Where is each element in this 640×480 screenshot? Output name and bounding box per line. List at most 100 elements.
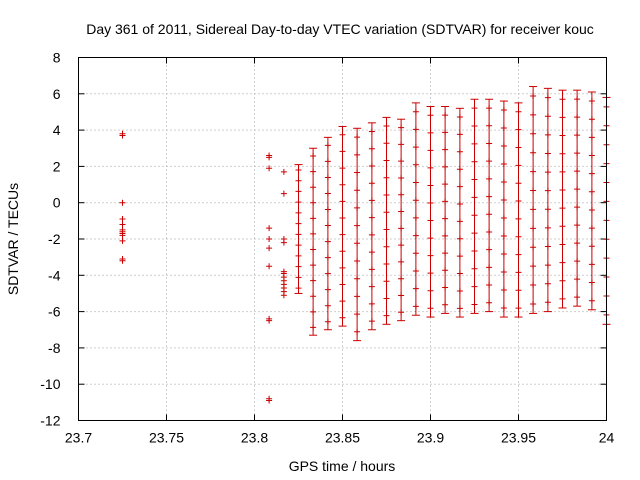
error-bar-point bbox=[515, 269, 522, 276]
error-bar-point bbox=[295, 199, 302, 206]
error-bar-point bbox=[412, 267, 419, 274]
error-bar-point bbox=[544, 262, 551, 269]
error-bar-point bbox=[544, 224, 551, 231]
data-point bbox=[266, 225, 273, 232]
error-bar-point bbox=[559, 295, 566, 302]
error-bar-point bbox=[339, 314, 346, 321]
data-point bbox=[119, 232, 126, 239]
error-bar-point bbox=[412, 161, 419, 168]
error-bar-point bbox=[588, 297, 595, 304]
data-point bbox=[280, 190, 287, 197]
error-bar-point bbox=[427, 235, 434, 242]
error-bar-point bbox=[442, 146, 449, 153]
error-bar-point bbox=[427, 252, 434, 259]
data-point bbox=[119, 257, 126, 264]
x-axis-label: GPS time / hours bbox=[289, 458, 396, 474]
error-bar-point bbox=[383, 278, 390, 285]
error-bar-point bbox=[398, 191, 405, 198]
error-bar-point bbox=[530, 244, 537, 251]
error-bar-point bbox=[471, 176, 478, 183]
error-bar-point bbox=[412, 108, 419, 115]
error-bar-point bbox=[486, 140, 493, 147]
error-bar-point bbox=[339, 264, 346, 271]
error-bar-point bbox=[324, 302, 331, 309]
error-bar-point bbox=[544, 94, 551, 101]
error-bar-point bbox=[544, 243, 551, 250]
error-bar-point bbox=[324, 142, 331, 149]
data-point bbox=[280, 292, 287, 299]
error-bar-point bbox=[324, 174, 331, 181]
error-bar-point bbox=[559, 223, 566, 230]
error-bar-point bbox=[354, 151, 361, 158]
error-bar-point bbox=[588, 98, 595, 105]
error-bar-point bbox=[574, 186, 581, 193]
error-bar-point bbox=[471, 283, 478, 290]
error-bar-point bbox=[530, 111, 537, 118]
error-bar-point bbox=[398, 292, 405, 299]
error-bar-point bbox=[559, 168, 566, 175]
error-bar-point bbox=[530, 263, 537, 270]
error-bar-point bbox=[456, 270, 463, 277]
error-bar-point bbox=[295, 177, 302, 184]
error-bar-point bbox=[530, 206, 537, 213]
data-point bbox=[119, 237, 126, 244]
error-bar-point bbox=[456, 148, 463, 155]
error-bar-point bbox=[559, 96, 566, 103]
y-tick-label: -6 bbox=[48, 304, 61, 320]
x-tick-label: 23.75 bbox=[149, 430, 184, 446]
error-bar-point bbox=[515, 144, 522, 151]
error-bar-point bbox=[574, 114, 581, 121]
error-bar-point bbox=[368, 266, 375, 273]
error-bar-point bbox=[486, 228, 493, 235]
error-bar-point bbox=[456, 131, 463, 138]
error-bar-point bbox=[383, 226, 390, 233]
error-bar-point bbox=[515, 198, 522, 205]
error-bar-point bbox=[486, 211, 493, 218]
error-bar-point bbox=[324, 206, 331, 213]
x-tick-label: 23.9 bbox=[417, 430, 444, 446]
error-bar-point bbox=[310, 153, 317, 160]
data-point bbox=[119, 221, 126, 228]
error-bar-point bbox=[456, 114, 463, 121]
y-tick-label: 4 bbox=[53, 122, 61, 138]
error-bar-point bbox=[398, 309, 405, 316]
error-bar-point bbox=[427, 147, 434, 154]
error-bar-point bbox=[383, 312, 390, 319]
error-bar-point bbox=[544, 169, 551, 176]
error-bar-point bbox=[442, 181, 449, 188]
error-bar-point bbox=[368, 145, 375, 152]
y-tick-label: 2 bbox=[53, 158, 61, 174]
x-tick-label: 23.85 bbox=[325, 430, 360, 446]
error-bar-point bbox=[383, 260, 390, 267]
error-bar-point bbox=[544, 150, 551, 157]
error-bar-point bbox=[588, 188, 595, 195]
error-bar-point bbox=[442, 250, 449, 257]
error-bar-point bbox=[574, 150, 581, 157]
error-bar-point bbox=[500, 107, 507, 114]
error-bar-point bbox=[442, 112, 449, 119]
error-bar-point bbox=[398, 258, 405, 265]
error-bar-point bbox=[310, 168, 317, 175]
error-bar-point bbox=[427, 287, 434, 294]
error-bar-point bbox=[368, 128, 375, 135]
error-bar-point bbox=[354, 311, 361, 318]
error-bar-point bbox=[515, 162, 522, 169]
error-bar-point bbox=[368, 318, 375, 325]
error-bar-point bbox=[339, 148, 346, 155]
error-bar-point bbox=[368, 197, 375, 204]
data-point bbox=[266, 317, 273, 324]
y-tick-label: -2 bbox=[48, 231, 61, 247]
error-bar-point bbox=[486, 175, 493, 182]
error-bar-point bbox=[515, 180, 522, 187]
error-bar-point bbox=[530, 225, 537, 232]
data-point bbox=[119, 199, 126, 206]
y-tick-label: 6 bbox=[53, 86, 61, 102]
error-bar-point bbox=[295, 188, 302, 195]
error-bar-point bbox=[310, 184, 317, 191]
data-point bbox=[266, 165, 273, 172]
error-bar-point bbox=[398, 141, 405, 148]
error-bar-point bbox=[412, 303, 419, 310]
error-bar-point bbox=[500, 215, 507, 222]
error-bar-point bbox=[471, 265, 478, 272]
data-points bbox=[119, 92, 610, 404]
